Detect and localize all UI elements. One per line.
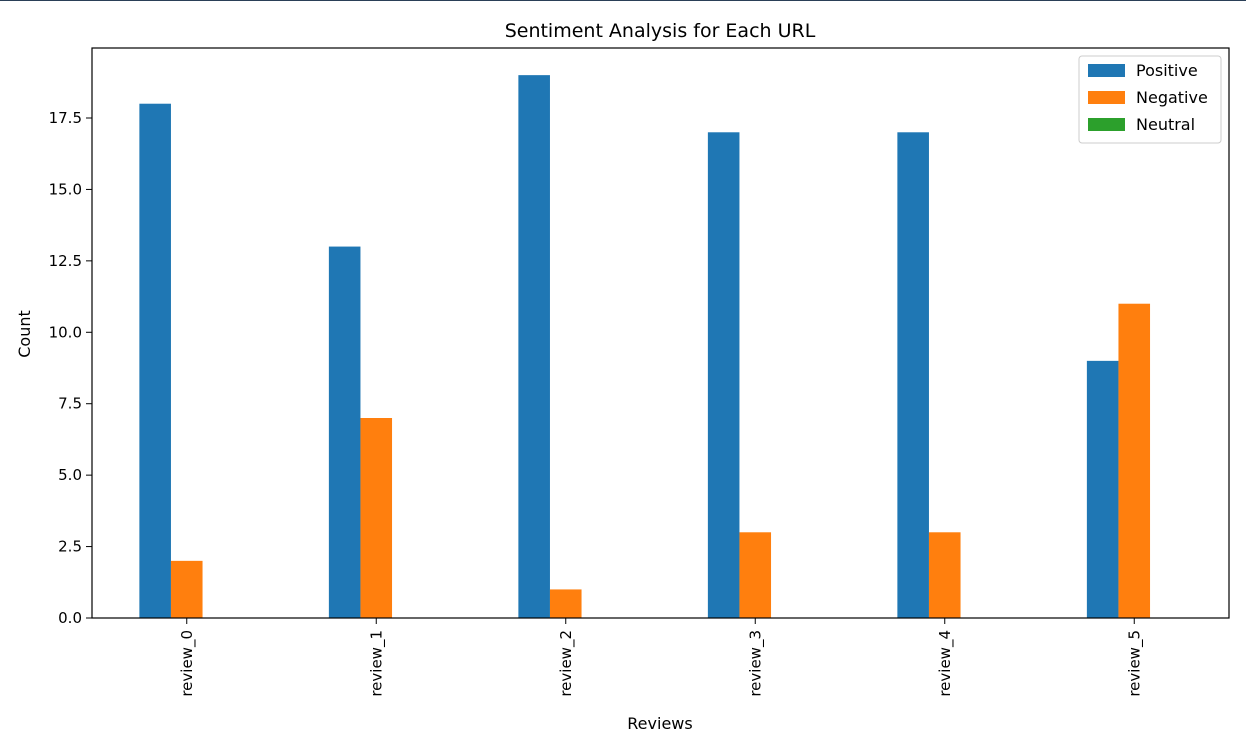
y-axis-label: Count [15,310,34,358]
legend-swatch-positive [1088,64,1125,77]
y-tick-label: 15.0 [49,180,82,198]
y-tick-label: 0.0 [58,609,82,627]
plot-frame [91,47,1230,619]
x-tick-label: review_2 [557,630,576,697]
legend-swatch-neutral [1088,118,1125,131]
x-tick-label: review_3 [746,630,765,697]
bar-negative-review_0 [170,560,203,618]
bar-negative-review_1 [360,418,393,618]
y-tick-label: 17.5 [49,109,82,127]
bar-negative-review_2 [549,589,582,618]
y-tick-label: 10.0 [49,323,82,341]
legend-label-neutral: Neutral [1136,115,1195,134]
bar-negative-review_5 [1118,303,1151,618]
y-axis: 0.0 2.5 5.0 7.5 10.0 12.5 15.0 17.5 [49,109,92,627]
legend-label-negative: Negative [1136,88,1208,107]
bar-negative-review_3 [739,532,772,618]
legend: Positive Negative Neutral [1078,55,1222,144]
y-tick-label: 2.5 [58,538,82,556]
x-tick-label: review_4 [936,630,955,697]
bar-positive-review_1 [328,246,361,619]
bar-positive-review_4 [897,132,929,619]
x-tick-label: review_5 [1125,630,1144,697]
x-tick-label: review_1 [367,630,386,697]
y-tick-label: 5.0 [58,466,82,484]
bar-positive-review_3 [707,132,740,619]
bar-positive-review_5 [1086,360,1119,618]
legend-swatch-negative [1088,91,1125,104]
bars-layer [139,75,1151,619]
bar-positive-review_2 [518,75,550,618]
chart-title: Sentiment Analysis for Each URL [505,20,816,42]
x-axis-label: Reviews [627,714,692,733]
x-axis: review_0 review_1 review_2 review_3 review_4… [178,618,1144,697]
bar-positive-review_0 [139,103,171,618]
x-tick-label: review_0 [178,630,197,697]
legend-label-positive: Positive [1136,61,1198,80]
bar-negative-review_4 [928,532,961,618]
y-tick-label: 7.5 [58,395,82,413]
y-tick-label: 12.5 [49,252,82,270]
